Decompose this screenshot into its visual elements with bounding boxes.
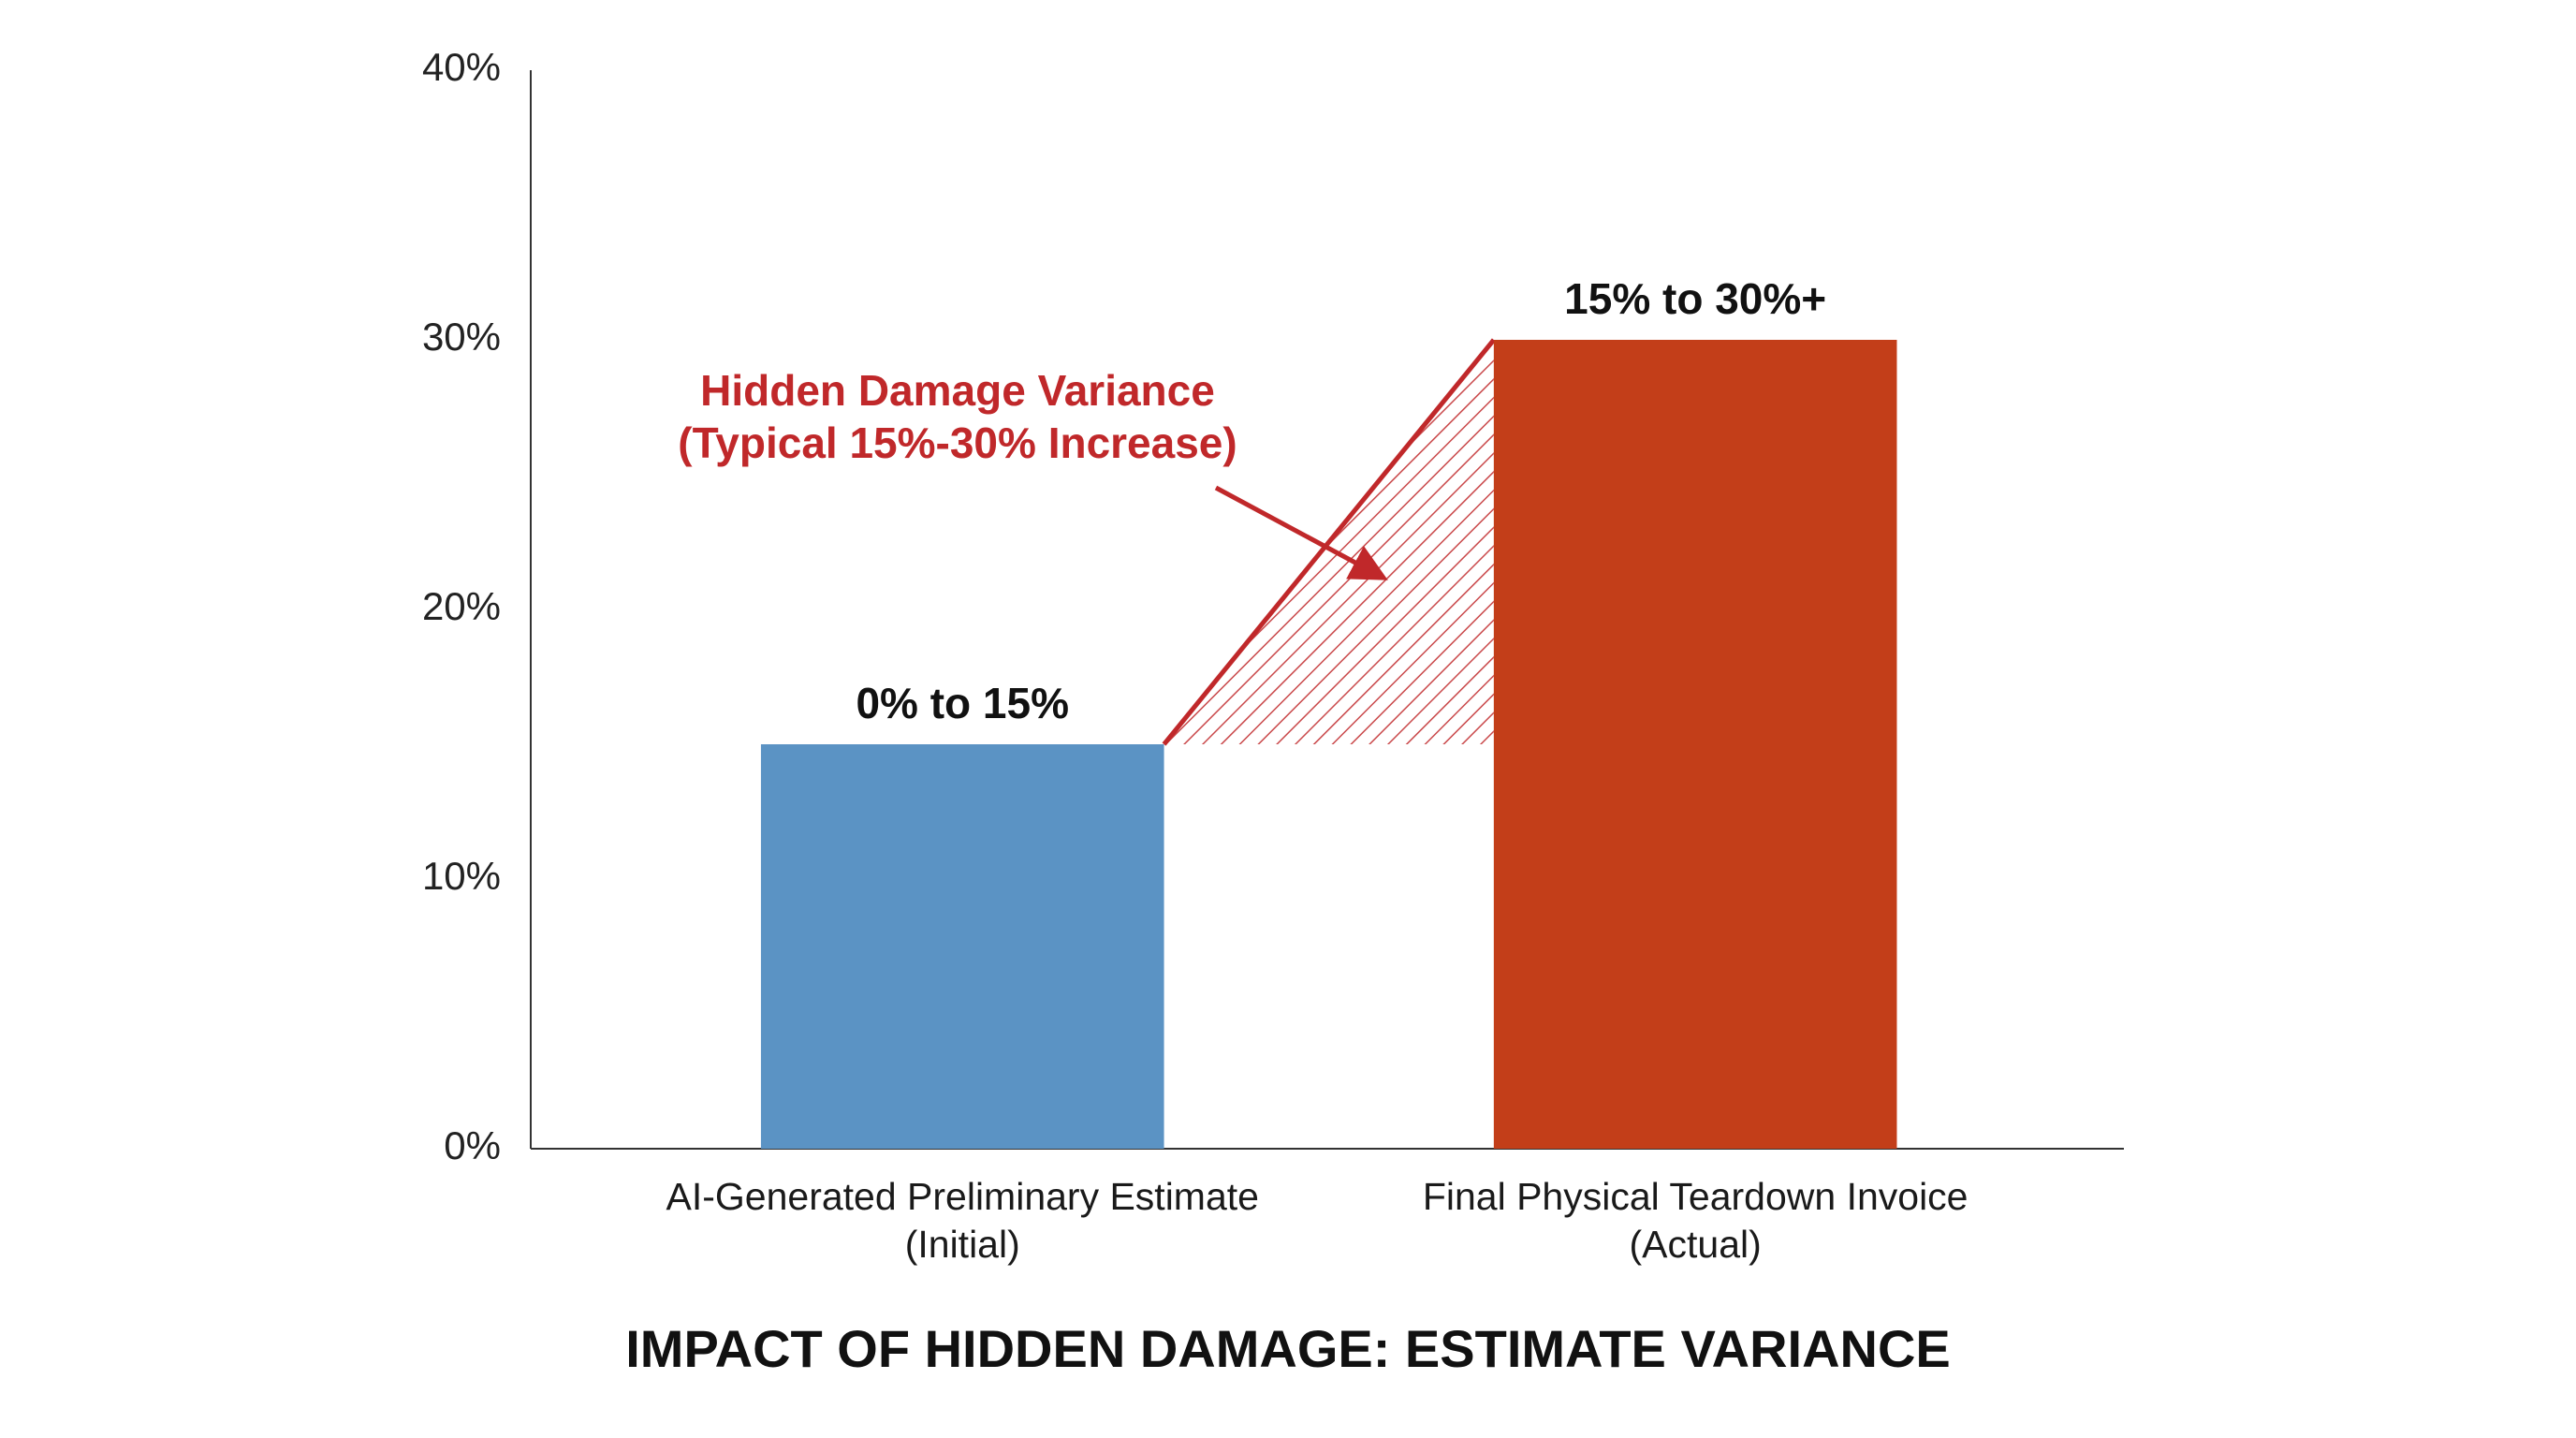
annotation-text: (Typical 15%-30% Increase) [678,418,1237,467]
x-tick-label: Final Physical Teardown Invoice (Actual) [1422,1175,1969,1266]
chart-title: IMPACT OF HIDDEN DAMAGE: ESTIMATE VARIAN… [625,1319,1951,1378]
y-tick-label: 40% [422,45,501,89]
value-label: 0% to 15% [856,679,1069,727]
y-tick-label: 20% [422,584,501,628]
value-label: 15% to 30%+ [1564,274,1826,323]
x-tick-label: AI-Generated Preliminary Estimate (Initi… [666,1175,1259,1266]
y-tick-label: 10% [422,854,501,898]
bar [1493,340,1897,1149]
y-tick-label: 30% [422,315,501,359]
annotation-arrow [1214,485,1388,580]
bar [760,744,1164,1149]
annotation-text: Hidden Damage Variance [700,366,1215,415]
y-tick-label: 0% [444,1123,501,1167]
variance-edge [1162,338,1496,746]
